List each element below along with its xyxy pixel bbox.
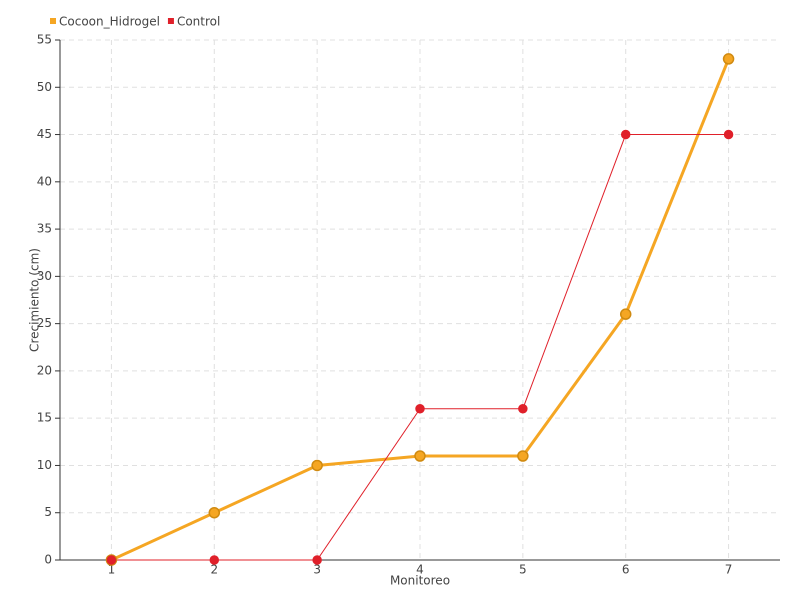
legend-swatch: [50, 18, 56, 24]
data-point: [517, 450, 529, 462]
y-tick-label: 40: [37, 174, 52, 188]
y-axis-label: Crecimiento (cm): [28, 248, 42, 352]
x-tick-label: 3: [313, 563, 321, 577]
data-point: [723, 129, 734, 140]
y-tick-label: 20: [37, 363, 52, 377]
y-tick-label: 50: [37, 80, 52, 94]
legend-swatch: [167, 18, 174, 24]
x-tick-label: 2: [210, 563, 218, 577]
data-point: [106, 555, 117, 565]
y-tick-label: 45: [37, 127, 52, 141]
data-point: [415, 403, 425, 414]
y-tick-label: 25: [37, 316, 52, 330]
x-tick-label: 6: [622, 563, 630, 577]
x-tick-label: 4: [416, 563, 424, 577]
data-point: [619, 308, 632, 320]
y-tick-label: 10: [37, 458, 52, 472]
y-tick-label: 15: [37, 411, 52, 425]
data-point: [208, 506, 221, 519]
y-tick-label: 55: [37, 33, 52, 47]
legend-label: Cocoon_Hidrogel: [59, 15, 160, 29]
data-point: [209, 555, 220, 565]
y-tick-label: 0: [44, 553, 52, 567]
legend-label: Control: [177, 15, 220, 29]
data-point: [312, 555, 322, 565]
x-tick-label: 5: [519, 563, 527, 577]
y-tick-label: 35: [37, 222, 52, 236]
data-point: [620, 129, 631, 140]
data-point: [311, 459, 323, 472]
x-tick-label: 1: [108, 563, 116, 577]
x-axis-label: Monitoreo: [390, 574, 450, 588]
data-point: [518, 403, 528, 414]
data-point: [722, 53, 735, 65]
y-tick-label: 30: [37, 269, 52, 283]
y-tick-label: 5: [44, 505, 52, 519]
x-tick-label: 7: [725, 563, 733, 577]
data-point: [414, 450, 426, 462]
